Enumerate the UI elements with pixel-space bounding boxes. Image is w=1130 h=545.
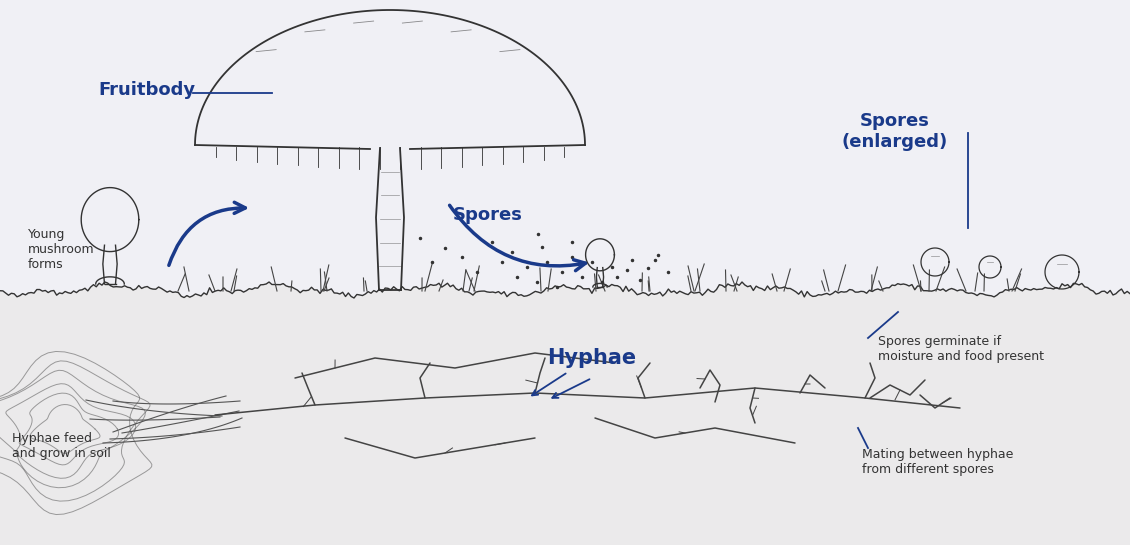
Text: Hyphae: Hyphae bbox=[547, 348, 636, 368]
Polygon shape bbox=[0, 282, 1130, 545]
FancyArrowPatch shape bbox=[168, 202, 245, 265]
Text: Spores germinate if
moisture and food present: Spores germinate if moisture and food pr… bbox=[878, 335, 1044, 363]
Text: Young
mushroom
forms: Young mushroom forms bbox=[28, 228, 95, 271]
Text: Fruitbody: Fruitbody bbox=[98, 81, 195, 99]
FancyArrowPatch shape bbox=[450, 205, 585, 271]
Text: Spores: Spores bbox=[453, 206, 523, 224]
Text: Spores
(enlarged): Spores (enlarged) bbox=[842, 112, 948, 151]
Text: Hyphae feed
and grow in soil: Hyphae feed and grow in soil bbox=[12, 432, 111, 460]
Text: Mating between hyphae
from different spores: Mating between hyphae from different spo… bbox=[862, 448, 1014, 476]
